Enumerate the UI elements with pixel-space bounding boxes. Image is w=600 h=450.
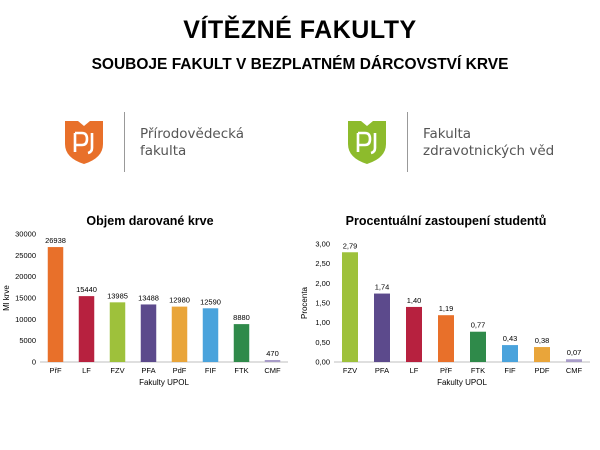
- bar: [470, 331, 486, 362]
- logo-divider: [407, 112, 408, 172]
- chart-title: Objem darované krve: [86, 214, 213, 228]
- bar: [47, 247, 64, 362]
- data-label: 1,19: [439, 304, 454, 313]
- bar: [342, 252, 358, 362]
- faculty-name: Fakulta zdravotnických věd: [423, 126, 555, 159]
- data-label: 13488: [138, 293, 159, 302]
- y-tick-label: 25000: [15, 251, 36, 260]
- data-label: 0,07: [567, 348, 582, 357]
- bar: [406, 306, 422, 362]
- y-tick-label: 0,00: [315, 358, 330, 367]
- data-label: 15440: [76, 285, 97, 294]
- data-label: 13985: [107, 291, 128, 300]
- data-label: 8880: [233, 313, 250, 322]
- y-tick-label: 10000: [15, 315, 36, 324]
- x-tick-label: PřF: [49, 366, 62, 375]
- data-label: 26938: [45, 236, 66, 245]
- chart-title: Procentuální zastoupení studentů: [346, 214, 547, 228]
- data-label: 0,77: [471, 321, 486, 330]
- bar: [438, 315, 454, 362]
- bar: [233, 324, 250, 362]
- bar: [264, 359, 281, 362]
- data-label: 1,74: [375, 283, 390, 292]
- y-tick-label: 1,50: [315, 299, 330, 308]
- y-tick-label: 1,00: [315, 318, 330, 327]
- page-subtitle: SOUBOJE FAKULT V BEZPLATNÉM DÁRCOVSTVÍ K…: [91, 56, 509, 73]
- bar: [374, 293, 390, 362]
- page-title: VÍTĚZNÉ FAKULTY: [183, 16, 417, 44]
- y-axis-label: Ml krve: [2, 285, 11, 311]
- faculty-name: Přírodovědecká fakulta: [140, 126, 244, 159]
- x-tick-label: PFA: [375, 366, 389, 375]
- y-tick-label: 0,50: [315, 338, 330, 347]
- y-axis-label: Procenta: [300, 286, 309, 319]
- bar: [202, 308, 219, 362]
- data-label: 12980: [169, 296, 190, 305]
- bar: [502, 345, 518, 362]
- x-tick-label: FIF: [504, 366, 516, 375]
- x-tick-label: PřF: [440, 366, 453, 375]
- data-label: 0,43: [503, 334, 518, 343]
- upol-shield-icon: [348, 121, 386, 164]
- y-tick-label: 20000: [15, 272, 36, 281]
- x-tick-label: FZV: [110, 366, 124, 375]
- x-tick-label: FTK: [234, 366, 248, 375]
- data-label: 470: [266, 349, 279, 358]
- x-tick-label: FTK: [471, 366, 485, 375]
- y-tick-label: 5000: [19, 336, 36, 345]
- student-percentage-chart: Procentuální zastoupení studentů 0,00 0,50…: [300, 214, 590, 387]
- logo-divider: [124, 112, 125, 172]
- x-tick-label: PDF: [535, 366, 550, 375]
- x-tick-label: PdF: [173, 366, 187, 375]
- y-tick-label: 15000: [15, 294, 36, 303]
- x-tick-label: LF: [82, 366, 91, 375]
- data-label: 2,79: [343, 241, 358, 250]
- x-tick-label: LF: [410, 366, 419, 375]
- data-label: 1,40: [407, 296, 422, 305]
- y-tick-label: 3,00: [315, 240, 330, 249]
- y-tick-label: 0: [32, 358, 36, 367]
- x-tick-label: FIF: [205, 366, 217, 375]
- x-axis-label: Fakulty UPOL: [139, 378, 189, 387]
- y-tick-label: 2,50: [315, 259, 330, 268]
- upol-shield-icon: [65, 121, 103, 164]
- data-label: 12590: [200, 297, 221, 306]
- x-tick-label: CMF: [264, 366, 281, 375]
- bar: [140, 304, 157, 362]
- data-label: 0,38: [535, 336, 550, 345]
- y-tick-label: 2,00: [315, 279, 330, 288]
- x-tick-label: PFA: [141, 366, 155, 375]
- y-tick-label: 30000: [15, 230, 36, 239]
- x-axis-label: Fakulty UPOL: [437, 378, 487, 387]
- x-tick-label: FZV: [343, 366, 357, 375]
- x-tick-label: CMF: [566, 366, 583, 375]
- bar: [171, 306, 188, 362]
- blood-volume-chart: Objem darované krve 0 5000 10000 15000 20000 2…: [2, 214, 288, 387]
- bar: [109, 302, 126, 362]
- bar: [566, 359, 582, 362]
- bar: [534, 347, 550, 362]
- bar: [78, 296, 95, 362]
